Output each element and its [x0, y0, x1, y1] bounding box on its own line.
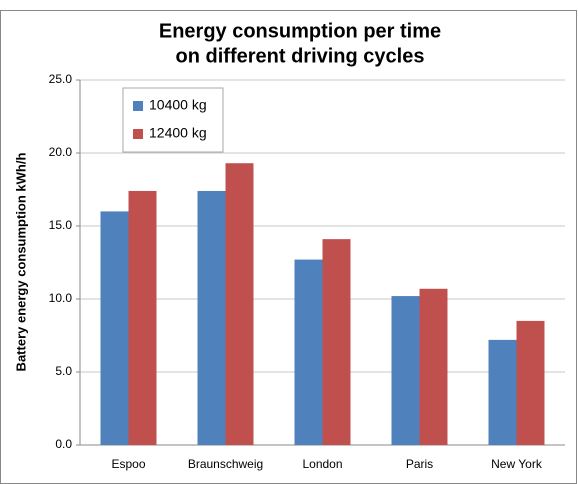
bar	[197, 190, 226, 445]
legend-label: 12400 kg	[149, 125, 207, 141]
bar	[225, 163, 254, 445]
x-tick-label: Espoo	[111, 457, 145, 471]
bar	[516, 320, 545, 445]
bar	[128, 190, 157, 445]
chart-title: on different driving cycles	[176, 45, 425, 67]
bar	[391, 296, 420, 445]
chart-title: Energy consumption per time	[159, 20, 441, 42]
x-tick-label: New York	[491, 457, 543, 471]
x-tick-label: London	[302, 457, 342, 471]
y-tick-label: 15.0	[49, 218, 73, 232]
y-tick-label: 0.0	[55, 437, 72, 451]
y-tick-label: 25.0	[49, 72, 73, 86]
y-axis-label: Battery energy consumption kWh/h	[13, 153, 28, 372]
x-tick-label: Paris	[406, 457, 433, 471]
bar	[322, 239, 351, 445]
bar	[419, 288, 448, 445]
y-tick-label: 5.0	[55, 364, 72, 378]
bar	[294, 259, 323, 445]
legend-swatch	[133, 129, 143, 139]
x-tick-label: Braunschweig	[188, 457, 263, 471]
legend-box	[122, 87, 224, 153]
y-tick-label: 20.0	[49, 145, 73, 159]
bar	[488, 339, 517, 445]
legend-label: 10400 kg	[149, 97, 207, 113]
y-tick-label: 10.0	[49, 291, 73, 305]
legend-swatch	[133, 101, 143, 111]
chart-frame	[0, 10, 577, 484]
bar	[100, 211, 129, 445]
